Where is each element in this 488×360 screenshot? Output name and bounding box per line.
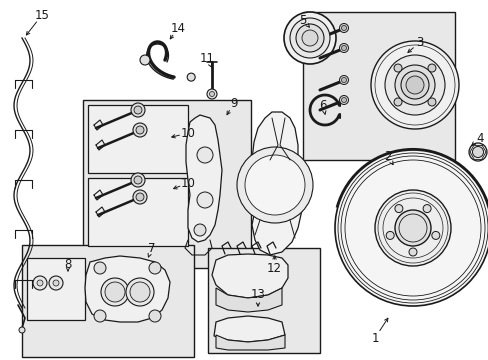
Circle shape — [400, 71, 428, 99]
Circle shape — [405, 76, 423, 94]
Circle shape — [133, 123, 147, 137]
Text: 2: 2 — [384, 149, 391, 162]
Bar — [27, 258, 85, 320]
Polygon shape — [216, 335, 285, 350]
Circle shape — [341, 45, 346, 50]
Circle shape — [37, 280, 43, 286]
Text: 4: 4 — [475, 131, 483, 144]
Polygon shape — [214, 316, 285, 342]
Bar — [303, 12, 454, 160]
Circle shape — [131, 173, 145, 187]
Circle shape — [131, 103, 145, 117]
Circle shape — [140, 55, 150, 65]
Circle shape — [386, 231, 393, 239]
Polygon shape — [85, 256, 170, 322]
Circle shape — [471, 147, 483, 158]
Circle shape — [19, 327, 25, 333]
Circle shape — [105, 282, 125, 302]
Circle shape — [394, 204, 402, 213]
Circle shape — [130, 282, 150, 302]
Text: 9: 9 — [230, 96, 237, 109]
Circle shape — [468, 143, 486, 161]
Circle shape — [126, 278, 154, 306]
Text: 6: 6 — [319, 99, 326, 112]
Circle shape — [394, 210, 430, 246]
Bar — [83, 100, 250, 268]
Circle shape — [197, 147, 213, 163]
Bar — [88, 178, 187, 246]
Circle shape — [101, 278, 129, 306]
Circle shape — [393, 98, 401, 106]
Circle shape — [302, 30, 317, 46]
Text: 14: 14 — [170, 22, 185, 35]
Polygon shape — [185, 115, 222, 242]
Circle shape — [339, 44, 348, 53]
Circle shape — [384, 55, 444, 115]
Polygon shape — [216, 288, 282, 312]
Text: 3: 3 — [415, 36, 423, 49]
Text: 10: 10 — [180, 176, 195, 189]
Text: 12: 12 — [266, 261, 281, 274]
Circle shape — [284, 12, 335, 64]
Circle shape — [394, 65, 434, 105]
Circle shape — [431, 231, 439, 239]
Circle shape — [33, 276, 47, 290]
Circle shape — [94, 262, 106, 274]
Circle shape — [339, 76, 348, 85]
Text: 5: 5 — [299, 14, 306, 27]
Circle shape — [374, 190, 450, 266]
Text: 15: 15 — [35, 9, 49, 22]
Circle shape — [136, 193, 143, 201]
Circle shape — [289, 18, 329, 58]
Text: 10: 10 — [180, 126, 195, 140]
Circle shape — [427, 64, 435, 72]
Circle shape — [422, 204, 430, 213]
Text: 11: 11 — [199, 51, 214, 64]
Circle shape — [393, 64, 401, 72]
Circle shape — [94, 310, 106, 322]
Circle shape — [187, 73, 195, 81]
Circle shape — [295, 24, 324, 52]
Circle shape — [136, 126, 143, 134]
Circle shape — [341, 98, 346, 103]
Text: 7: 7 — [148, 242, 156, 255]
Circle shape — [194, 224, 205, 236]
Circle shape — [339, 95, 348, 104]
Circle shape — [339, 23, 348, 32]
Circle shape — [134, 176, 142, 184]
Circle shape — [197, 192, 213, 208]
Text: 1: 1 — [370, 332, 378, 345]
Polygon shape — [212, 254, 287, 298]
Bar — [88, 105, 187, 173]
Circle shape — [341, 77, 346, 82]
Circle shape — [134, 106, 142, 114]
Circle shape — [209, 91, 214, 96]
Circle shape — [149, 262, 161, 274]
Circle shape — [206, 89, 217, 99]
Circle shape — [334, 150, 488, 306]
Bar — [207, 248, 319, 353]
Circle shape — [408, 248, 416, 256]
Polygon shape — [251, 112, 302, 255]
Circle shape — [49, 276, 63, 290]
Text: 13: 13 — [250, 288, 265, 302]
Circle shape — [427, 98, 435, 106]
Circle shape — [341, 26, 346, 31]
Text: 8: 8 — [64, 257, 72, 270]
Circle shape — [244, 155, 305, 215]
Circle shape — [370, 41, 458, 129]
Circle shape — [149, 310, 161, 322]
Circle shape — [237, 147, 312, 223]
Circle shape — [53, 280, 59, 286]
Bar — [22, 245, 194, 357]
Circle shape — [133, 190, 147, 204]
